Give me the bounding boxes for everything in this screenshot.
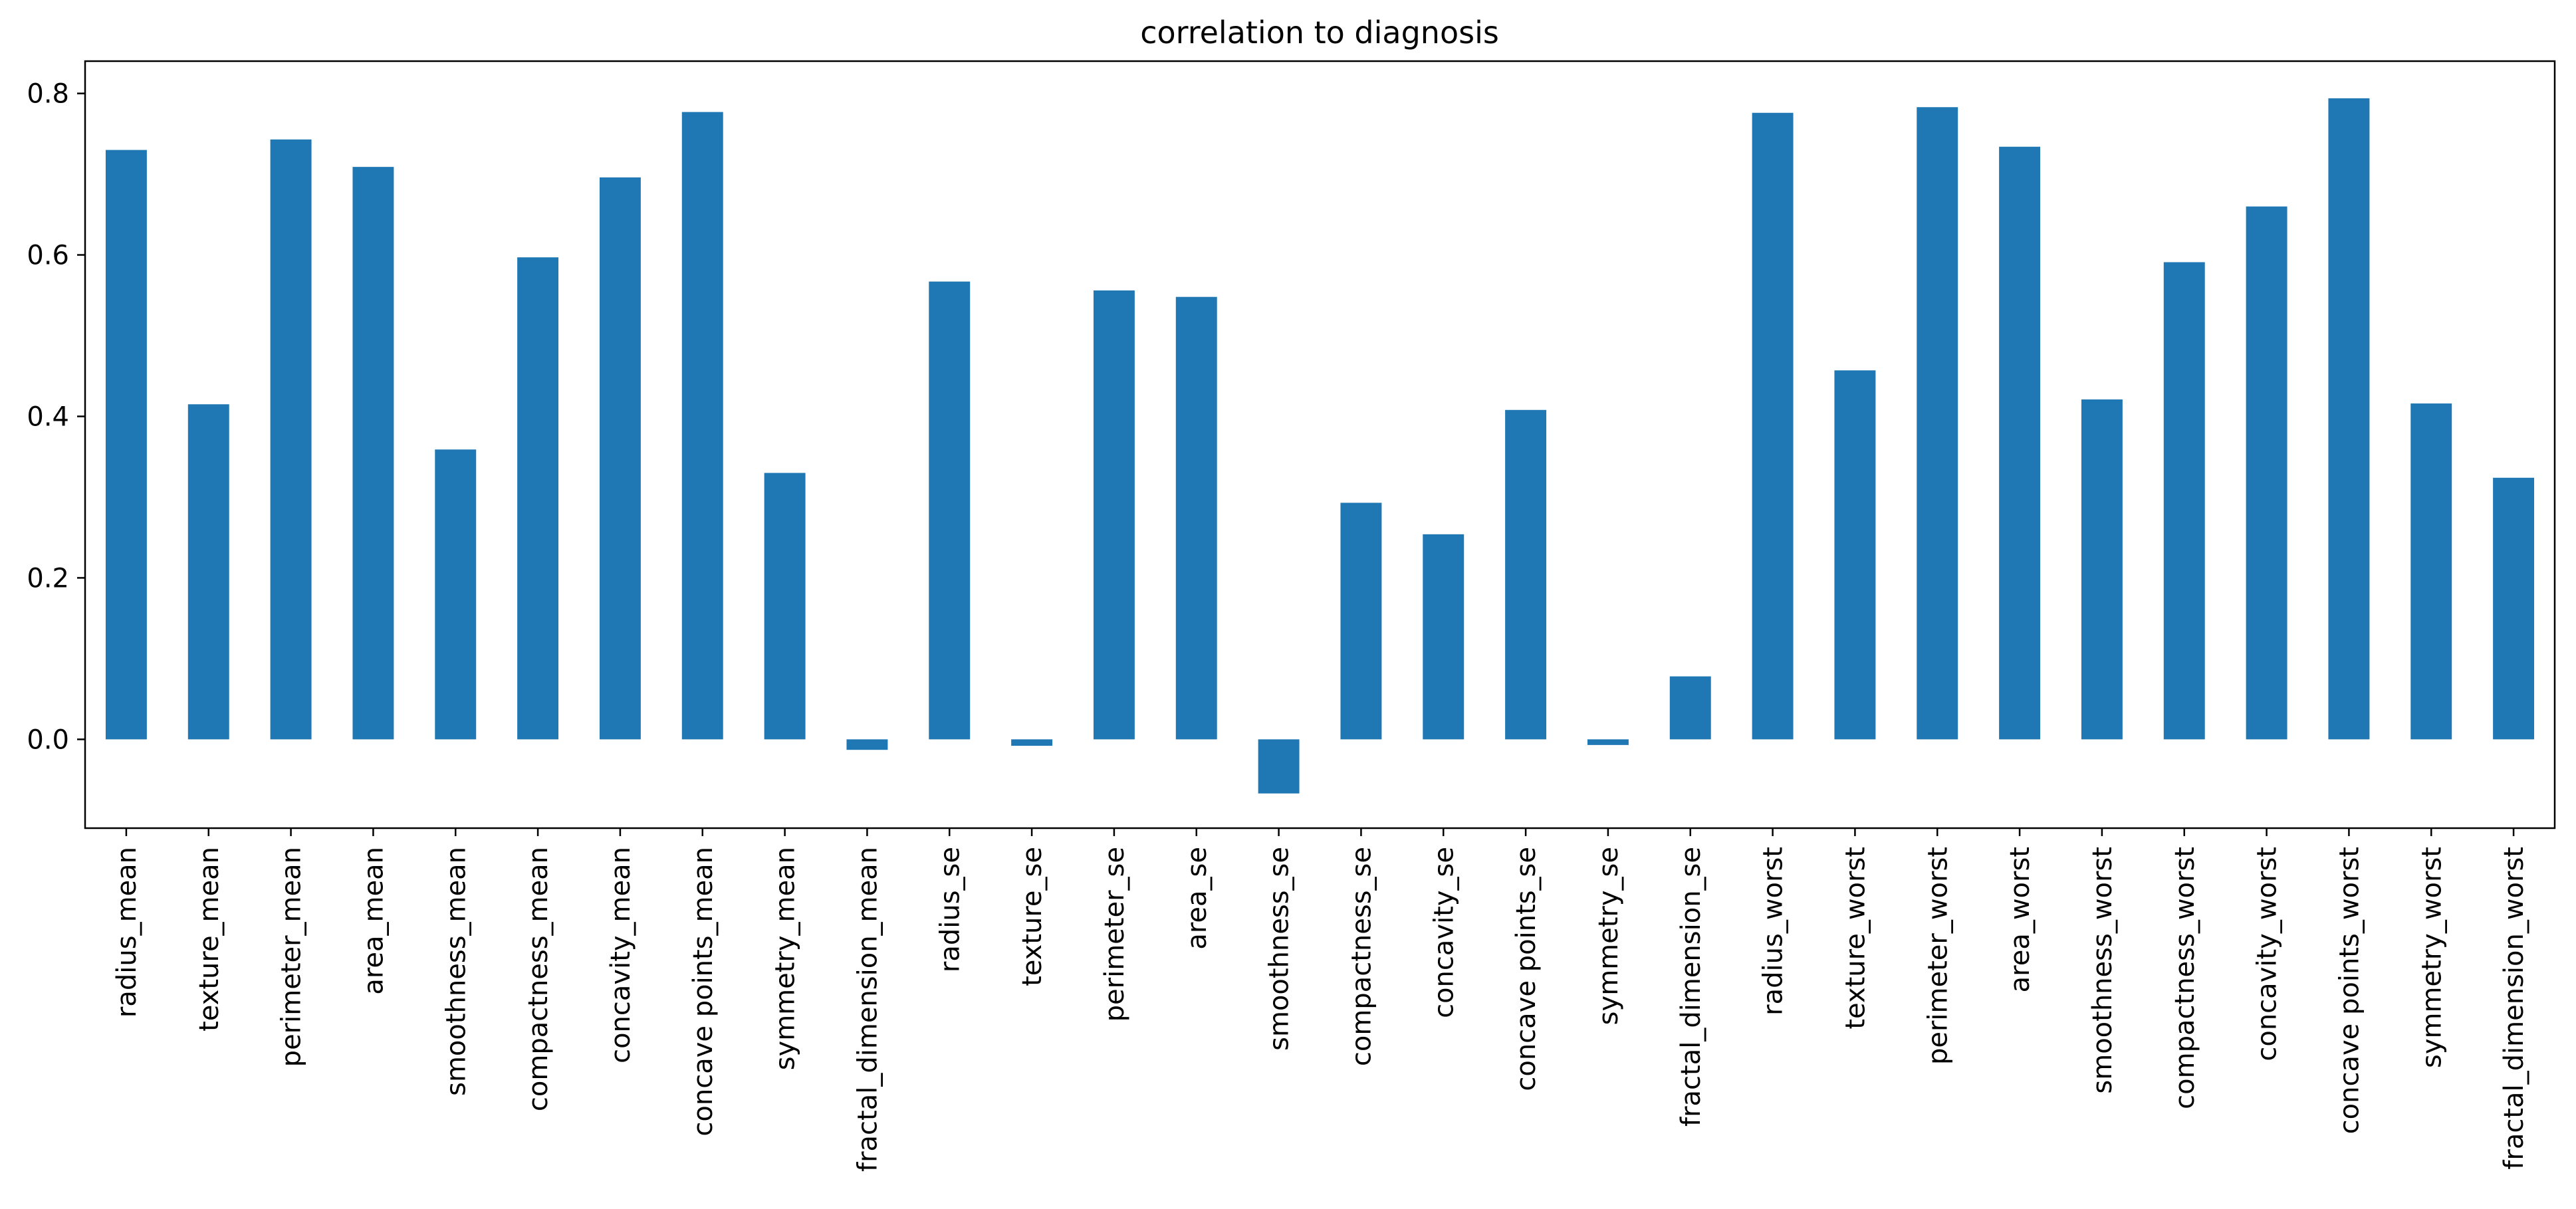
bar [2493,477,2535,740]
x-tick-label: symmetry_se [1593,847,1624,1025]
x-tick-label: texture_se [1017,847,1048,986]
x-tick-label: compactness_se [1346,847,1377,1066]
y-tick-label: 0.8 [27,79,69,110]
bar [1175,296,1217,740]
bar [187,404,229,740]
x-tick-label: smoothness_mean [441,847,471,1096]
x-tick-label: area_worst [2005,847,2036,992]
x-tick-label: concavity_mean [606,847,636,1063]
bar [2081,399,2123,740]
x-tick-label: concave points_worst [2334,847,2365,1134]
x-tick-label: smoothness_se [1264,847,1295,1051]
plot-area: 0.0 0.2 0.4 0.6 0.8 radius_mean texture_mean pe… [27,60,2556,1172]
bar [435,449,477,740]
bar [517,257,559,740]
x-tick-label: symmetry_worst [2416,847,2447,1068]
x-tick-label: radius_worst [1758,847,1789,1016]
x-tick-label: perimeter_worst [1923,847,1953,1065]
x-tick-label: perimeter_mean [277,847,307,1067]
bar [1093,290,1135,740]
x-tick-label: area_mean [358,847,389,995]
bar [1999,146,2041,740]
x-tick-label: concavity_se [1429,847,1459,1018]
x-tick-label: symmetry_mean [770,847,801,1070]
x-tick-label: perimeter_se [1100,847,1130,1022]
bar [1834,370,1876,740]
x-tick-label: compactness_mean [523,847,554,1111]
bar [2410,403,2452,740]
x-tick-label: compactness_worst [2170,847,2200,1109]
bar [352,167,394,740]
y-tick-label: 0.6 [27,241,69,271]
bar [2246,206,2287,740]
bar [105,150,147,740]
x-tick-label: fractal_dimension_se [1676,847,1706,1127]
x-tick-label: concavity_worst [2252,847,2283,1061]
x-tick-label: texture_worst [1840,847,1871,1030]
x-tick-label: concave points_mean [688,847,719,1137]
y-tick-label: 0.2 [27,563,69,594]
bar [764,473,806,740]
bar [1669,676,1711,740]
bar [599,177,641,740]
bar [2328,98,2370,740]
x-tick-label: radius_mean [112,847,142,1018]
x-tick-label: area_se [1182,847,1213,950]
bar [1011,739,1053,746]
y-tick-label: 0.0 [27,724,69,755]
x-tick-label: radius_se [935,847,965,972]
bar [846,739,888,750]
axes-frame [84,60,2556,829]
bar [270,139,312,740]
x-tick-label: fractal_dimension_mean [852,847,883,1172]
bar [1752,112,1794,740]
bar [1423,534,1464,740]
bar [1587,739,1629,745]
chart-title: correlation to diagnosis [1140,15,1499,51]
x-tick-label: fractal_dimension_worst [2499,847,2529,1170]
bar [1917,107,1958,740]
x-tick-label: smoothness_worst [2087,847,2118,1094]
bar [2163,262,2205,740]
bar [681,112,723,740]
x-tick-label: texture_mean [194,847,225,1032]
x-tick-label: concave points_se [1511,847,1542,1091]
bar [929,281,971,740]
bar [1258,739,1300,794]
bar [1340,502,1382,740]
y-tick-label: 0.4 [27,401,69,432]
bar [1505,409,1547,740]
